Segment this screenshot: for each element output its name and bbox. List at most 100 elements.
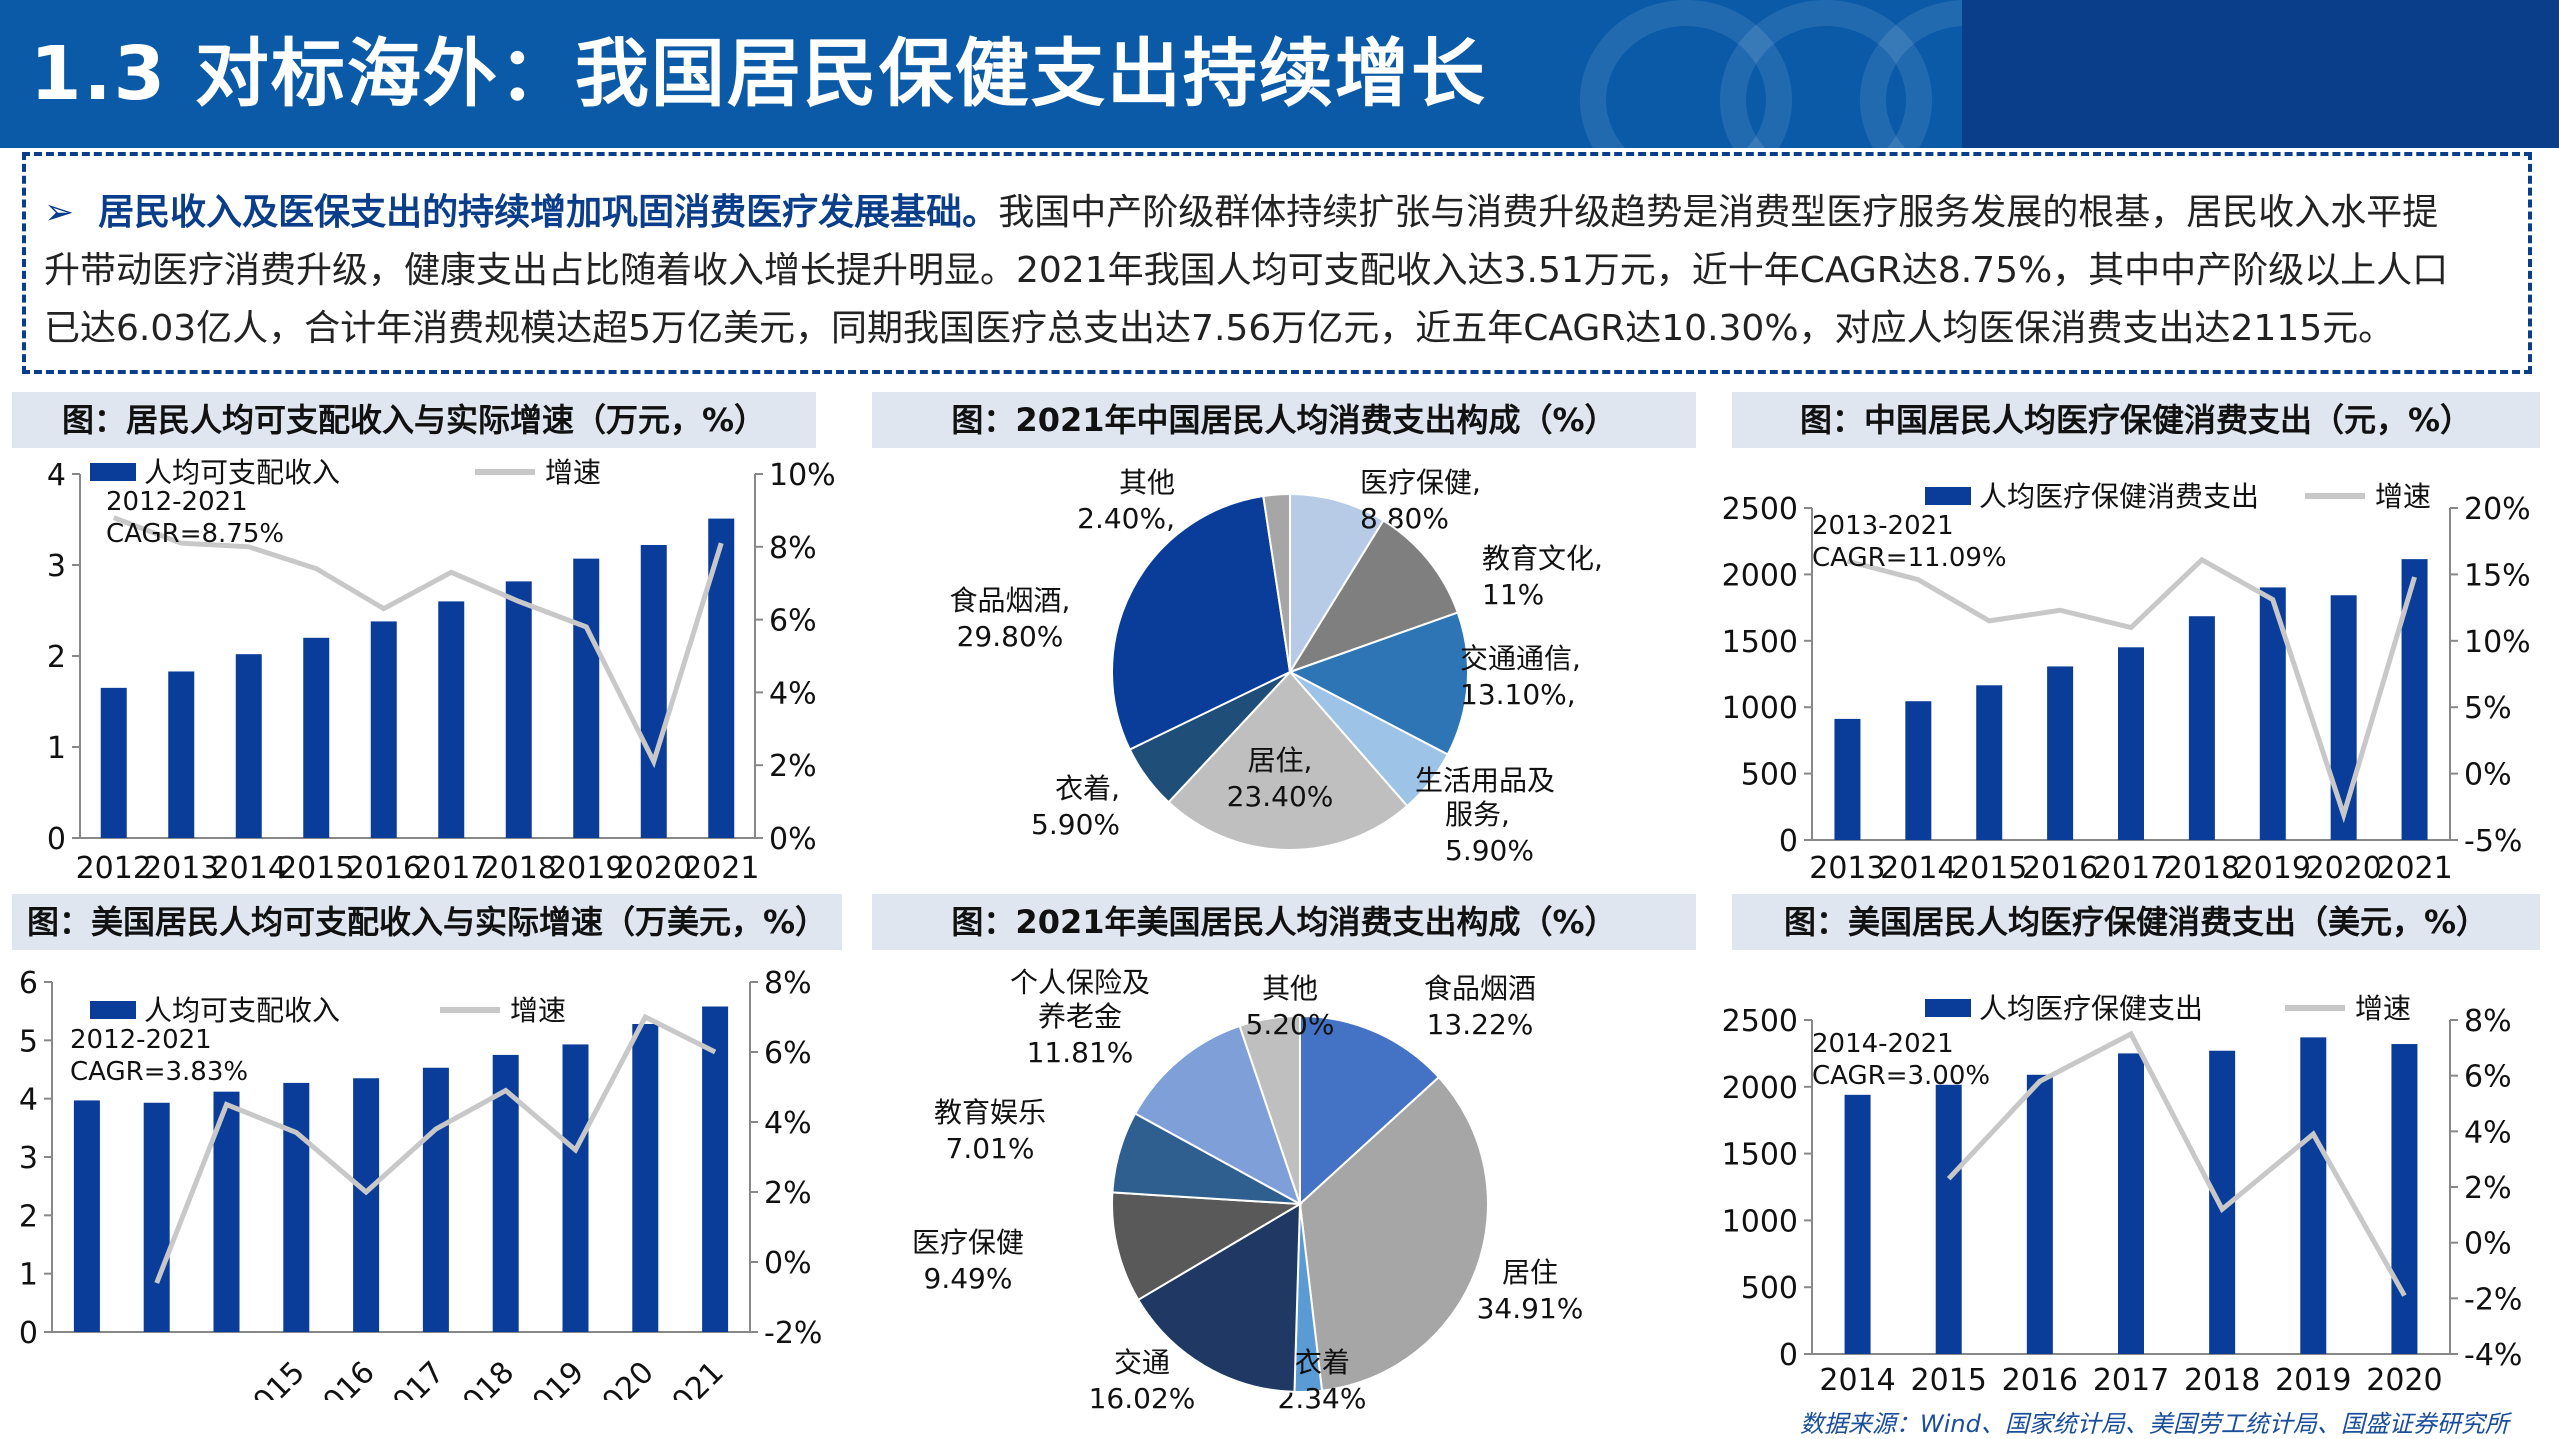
x-tick-label: 2012 bbox=[76, 851, 152, 886]
bar bbox=[2047, 666, 2074, 840]
bar bbox=[283, 1082, 310, 1332]
y-tick-left-label: 2 bbox=[47, 640, 66, 675]
x-tick-label: 2016 bbox=[2002, 1363, 2078, 1398]
pie-label: 衣着, bbox=[1055, 772, 1120, 805]
pie-slice bbox=[1133, 1024, 1302, 1207]
y-tick-left-label: 0 bbox=[1779, 824, 1798, 859]
y-tick-left-label: 1500 bbox=[1722, 1138, 1798, 1173]
pie-label: 服务, bbox=[1445, 798, 1510, 831]
legend-line-label: 增速 bbox=[510, 994, 566, 1027]
y-tick-left-label: 6 bbox=[19, 966, 38, 1001]
pie-label: 居住 bbox=[1502, 1256, 1558, 1289]
pie-value: 5.90% bbox=[1031, 808, 1120, 841]
x-tick-label: 2015 bbox=[233, 1355, 312, 1400]
pie-slice bbox=[1262, 492, 1291, 673]
pie-value: 16.02% bbox=[1089, 1382, 1196, 1415]
y-tick-left-label: 0 bbox=[19, 1316, 38, 1351]
y-tick-right-label: 10% bbox=[2464, 625, 2531, 660]
bar bbox=[1935, 1084, 1962, 1354]
y-tick-right-label: -2% bbox=[2464, 1282, 2522, 1317]
x-tick-label: 2017 bbox=[2093, 1363, 2169, 1398]
pie-value: 13.22% bbox=[1427, 1008, 1534, 1041]
x-tick-label: 2020 bbox=[2305, 851, 2381, 886]
pie-slice bbox=[1167, 670, 1409, 851]
pie-slice bbox=[1287, 519, 1460, 674]
y-tick-left-label: 2500 bbox=[1722, 492, 1798, 527]
y-tick-right-label: 0% bbox=[2464, 758, 2512, 793]
bar bbox=[2300, 1037, 2327, 1354]
legend-line-label: 增速 bbox=[545, 456, 601, 489]
cagr-value: CAGR=3.83% bbox=[70, 1057, 248, 1087]
y-tick-left-label: 2 bbox=[19, 1199, 38, 1234]
cagr-period: 2012-2021 bbox=[70, 1025, 212, 1055]
y-tick-right-label: 0% bbox=[2464, 1227, 2512, 1262]
chart-title-c1: 图：居民人均可支配收入与实际增速（万元，%） bbox=[12, 392, 816, 448]
x-tick-label: 2017 bbox=[2093, 851, 2169, 886]
summary-line3: 已达6.03亿人，合计年消费规模达超5万亿美元，同期我国医疗总支出达7.56万亿… bbox=[44, 308, 2395, 349]
y-tick-right-label: 5% bbox=[2464, 691, 2512, 726]
legend-bar-swatch bbox=[90, 463, 136, 481]
pie-value: 34.91% bbox=[1477, 1292, 1584, 1325]
pie-value: 11% bbox=[1482, 578, 1544, 611]
bar bbox=[2188, 616, 2215, 840]
y-tick-right-label: 2% bbox=[2464, 1171, 2512, 1206]
chart-c4: 0 1 2 3 4 5 6 -2% 0% 2% 4% 6% 8% 20152016201720182019… bbox=[19, 966, 823, 1400]
chart-title-c6: 图：美国居民人均医疗保健消费支出（美元，%） bbox=[1732, 894, 2540, 950]
bar bbox=[505, 581, 532, 838]
bar bbox=[143, 1102, 170, 1332]
x-tick-label: 2020 bbox=[582, 1355, 661, 1400]
y-tick-right-label: 6% bbox=[769, 604, 817, 639]
pie-label: 医疗保健 bbox=[912, 1226, 1024, 1259]
pie-label: 衣着 bbox=[1294, 1346, 1350, 1379]
x-tick-label: 2017 bbox=[413, 851, 489, 886]
summary-box: ➢ 居民收入及医保支出的持续增加巩固消费医疗发展基础。我国中产阶级群体持续扩张与消… bbox=[22, 152, 2532, 374]
pie-slice bbox=[1136, 1202, 1302, 1393]
y-tick-left-label: 1 bbox=[19, 1258, 38, 1293]
x-tick-label: 2016 bbox=[2022, 851, 2098, 886]
pie-label: 其他 bbox=[1119, 466, 1175, 499]
bar bbox=[1844, 1094, 1871, 1354]
x-tick-label: 2016 bbox=[346, 851, 422, 886]
legend-bar-label: 人均可支配收入 bbox=[144, 456, 340, 489]
pie-value: 5.90% bbox=[1445, 834, 1534, 867]
legend-line-label: 增速 bbox=[2355, 992, 2411, 1025]
x-tick-label: 2019 bbox=[2275, 1363, 2351, 1398]
pie-label: 交通 bbox=[1114, 1346, 1170, 1379]
y-tick-left-label: 3 bbox=[47, 549, 66, 584]
y-tick-right-label: 6% bbox=[764, 1036, 812, 1071]
pie-value: 29.80% bbox=[957, 620, 1064, 653]
x-tick-label: 2016 bbox=[303, 1355, 382, 1400]
bar bbox=[640, 544, 667, 838]
y-tick-right-label: 4% bbox=[2464, 1115, 2512, 1150]
cagr-period: 2012-2021 bbox=[106, 487, 248, 517]
bar bbox=[422, 1067, 449, 1332]
bar bbox=[1834, 718, 1861, 840]
bar bbox=[303, 637, 330, 838]
y-tick-left-label: 0 bbox=[1779, 1338, 1798, 1373]
pie-slice bbox=[1111, 1191, 1304, 1302]
x-tick-label: 2019 bbox=[512, 1355, 591, 1400]
x-tick-label: 2019 bbox=[2235, 851, 2311, 886]
bar bbox=[573, 558, 600, 838]
chart-title-c3: 图：中国居民人均医疗保健消费支出（元，%） bbox=[1732, 392, 2540, 448]
legend-bar-label: 人均医疗保健支出 bbox=[1979, 992, 2203, 1025]
chart-title-c2: 图：2021年中国居民人均消费支出构成（%） bbox=[872, 392, 1696, 448]
pie-label: 医疗保健, bbox=[1360, 466, 1481, 499]
x-tick-label: 2015 bbox=[1951, 851, 2027, 886]
x-tick-label: 2014 bbox=[211, 851, 287, 886]
summary-text: ➢ 居民收入及医保支出的持续增加巩固消费医疗发展基础。我国中产阶级群体持续扩张与消… bbox=[44, 184, 2524, 358]
pie-label: 交通通信, bbox=[1460, 642, 1581, 675]
y-tick-left-label: 4 bbox=[19, 1083, 38, 1118]
x-tick-label: 2015 bbox=[1911, 1363, 1987, 1398]
x-tick-label: 2013 bbox=[143, 851, 219, 886]
pie-slice bbox=[1298, 1075, 1489, 1392]
x-tick-label: 2013 bbox=[1809, 851, 1885, 886]
y-tick-right-label: 8% bbox=[764, 966, 812, 1001]
y-tick-right-label: -4% bbox=[2464, 1338, 2522, 1373]
legend-bar-label: 人均医疗保健消费支出 bbox=[1979, 480, 2259, 513]
pie-value: 13.10%, bbox=[1460, 678, 1576, 711]
bar bbox=[702, 1006, 729, 1332]
y-tick-right-label: 2% bbox=[764, 1176, 812, 1211]
pie-value: 11.81% bbox=[1027, 1036, 1134, 1069]
summary-line1: 我国中产阶级群体持续扩张与消费升级趋势是消费型医疗服务发展的根基，居民收入水平提 bbox=[998, 192, 2439, 233]
